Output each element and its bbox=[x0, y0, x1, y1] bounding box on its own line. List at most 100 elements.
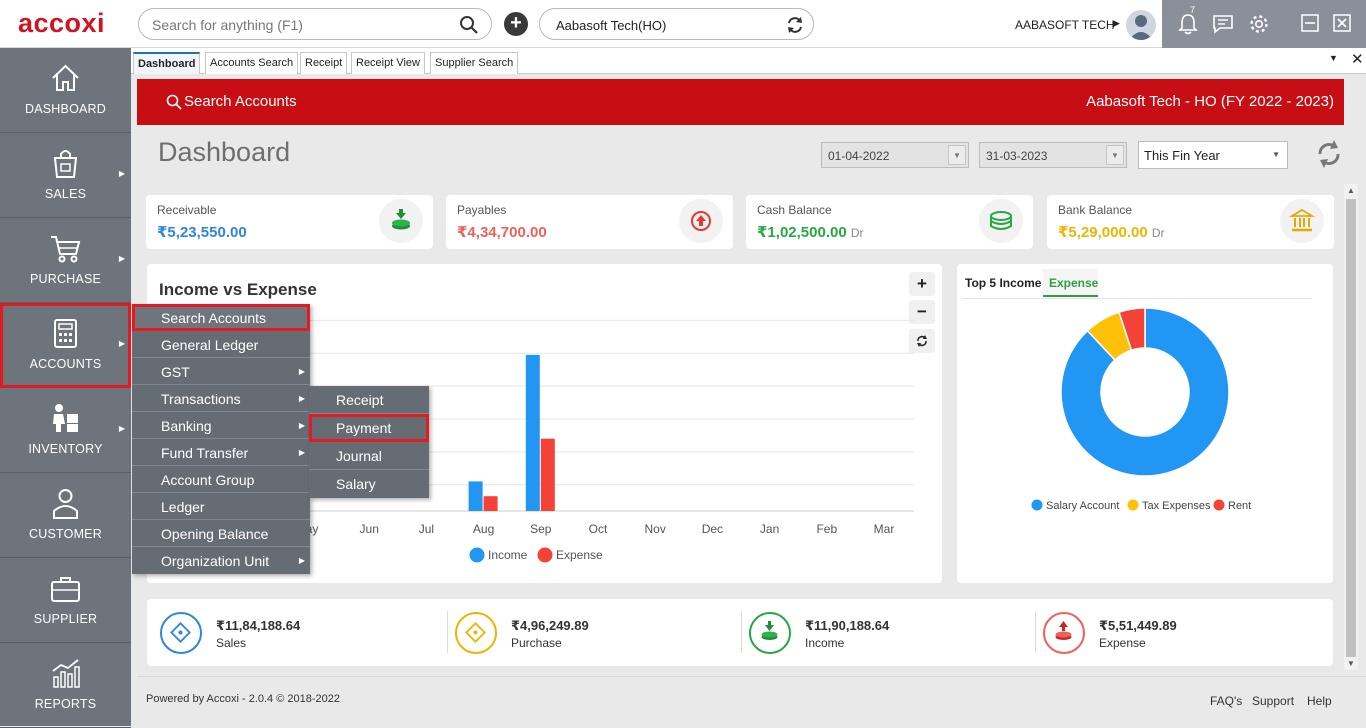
sidebar-item-purchase[interactable]: PURCHASE ▶ bbox=[0, 218, 131, 303]
scroll-up-icon[interactable]: ▲ bbox=[1347, 186, 1355, 195]
close-window-icon[interactable] bbox=[1332, 13, 1352, 38]
legend-marker-salary-account[interactable] bbox=[1031, 499, 1043, 511]
legend-marker-income[interactable] bbox=[469, 547, 485, 563]
global-search-input[interactable]: Search for anything (F1) bbox=[138, 8, 492, 40]
scroll-down-icon[interactable]: ▼ bbox=[1347, 659, 1355, 668]
faq-link[interactable]: FAQ's bbox=[1210, 694, 1243, 708]
support-link[interactable]: Support bbox=[1252, 694, 1295, 708]
add-new-button[interactable]: + bbox=[504, 12, 528, 36]
submenu-arrow-icon: ▶ bbox=[298, 394, 305, 403]
sidebar-item-customer[interactable]: CUSTOMER bbox=[0, 473, 131, 558]
x-tick-label: Oct bbox=[589, 522, 608, 536]
from-date-field[interactable]: 01-04-2022 ▼ bbox=[821, 142, 969, 168]
menu-item-gst[interactable]: GST ▶ bbox=[132, 358, 310, 385]
tab-expense[interactable]: Expense bbox=[1043, 269, 1098, 297]
menu-item-search-accounts[interactable]: Search Accounts bbox=[132, 304, 310, 331]
search-icon[interactable] bbox=[459, 15, 479, 40]
sidebar-item-supplier[interactable]: SUPPLIER bbox=[0, 558, 131, 643]
arrow-up-circle-icon bbox=[679, 199, 723, 243]
menu-item-general-ledger[interactable]: General Ledger bbox=[132, 331, 310, 358]
menu-item-fund-transfer[interactable]: Fund Transfer ▶ bbox=[132, 439, 310, 466]
donut-slice-salary-account[interactable] bbox=[1060, 307, 1230, 477]
customer-person-icon bbox=[53, 489, 78, 519]
sidebar-item-label: DASHBOARD bbox=[25, 102, 106, 116]
user-name[interactable]: AABASOFT TECH bbox=[1015, 18, 1115, 32]
receivable-card[interactable]: Receivable ₹5,23,550.00 bbox=[146, 195, 433, 249]
legend-marker-tax-expenses[interactable] bbox=[1127, 499, 1139, 511]
period-select[interactable]: This Fin Year ▼ bbox=[1138, 141, 1288, 169]
legend-label-salary-account[interactable]: Salary Account bbox=[1046, 500, 1119, 512]
tab-dashboard[interactable]: Dashboard bbox=[133, 52, 201, 74]
shopping-cart-icon bbox=[51, 236, 81, 263]
legend-label-tax-expenses[interactable]: Tax Expenses bbox=[1142, 500, 1211, 512]
tab-supplier-search[interactable]: Supplier Search bbox=[430, 52, 519, 74]
notification-bell-icon[interactable] bbox=[1178, 13, 1198, 40]
legend-marker-expense[interactable] bbox=[537, 547, 553, 563]
avatar[interactable] bbox=[1126, 10, 1156, 40]
legend-label-income[interactable]: Income bbox=[488, 548, 528, 562]
bank-balance-card[interactable]: Bank Balance ₹5,29,000.00 Dr bbox=[1047, 195, 1334, 249]
menu-item-receipt[interactable]: Receipt bbox=[309, 386, 429, 414]
bar-expense-sep[interactable] bbox=[540, 438, 555, 511]
sidebar-item-inventory[interactable]: INVENTORY ▶ bbox=[0, 388, 131, 473]
user-menu-caret-icon[interactable]: ▶ bbox=[1113, 18, 1120, 28]
sidebar-item-accounts[interactable]: ACCOUNTS ▶ bbox=[0, 303, 131, 388]
total-label: Income bbox=[805, 636, 845, 650]
card-value: ₹4,34,700.00 bbox=[457, 224, 547, 241]
briefcase-icon bbox=[51, 577, 80, 602]
expand-arrow-icon: ▶ bbox=[118, 339, 125, 348]
card-value: ₹5,29,000.00 Dr bbox=[1058, 224, 1165, 241]
menu-item-organization-unit[interactable]: Organization Unit ▶ bbox=[161, 553, 305, 569]
menu-item-payment[interactable]: Payment bbox=[309, 414, 429, 442]
close-tab-icon[interactable]: ✕ bbox=[1351, 51, 1364, 68]
to-date-field[interactable]: 31-03-2023 ▼ bbox=[979, 142, 1127, 168]
sidebar-item-sales[interactable]: SALES ▶ bbox=[0, 133, 131, 218]
bar-income-sep[interactable] bbox=[525, 354, 540, 511]
legend-label-rent[interactable]: Rent bbox=[1228, 500, 1251, 512]
tab-accounts-search[interactable]: Accounts Search bbox=[205, 52, 299, 74]
card-label: Payables bbox=[457, 203, 507, 217]
reset-zoom-button[interactable] bbox=[909, 329, 935, 353]
search-icon[interactable] bbox=[166, 94, 182, 115]
refresh-icon[interactable] bbox=[1315, 139, 1343, 174]
menu-item-ledger[interactable]: Ledger bbox=[132, 493, 310, 520]
bar-expense-aug[interactable] bbox=[483, 496, 498, 511]
sidebar-item-label: SUPPLIER bbox=[33, 612, 98, 626]
menu-item-salary[interactable]: Salary bbox=[336, 476, 376, 492]
income-coin-icon bbox=[749, 612, 791, 654]
zoom-in-button[interactable]: + bbox=[909, 272, 935, 296]
from-date-dropdown-icon[interactable]: ▼ bbox=[948, 145, 966, 165]
total-value: ₹4,96,249.89 bbox=[511, 618, 589, 633]
payables-card[interactable]: Payables ₹4,34,700.00 bbox=[446, 195, 733, 249]
scroll-thumb[interactable] bbox=[1346, 199, 1356, 657]
company-selector[interactable]: Aabasoft Tech(HO) bbox=[539, 8, 814, 40]
cash-balance-card[interactable]: Cash Balance ₹1,02,500.00 Dr bbox=[746, 195, 1033, 249]
legend-label-expense[interactable]: Expense bbox=[556, 548, 603, 562]
tab-list-dropdown-icon[interactable]: ▼ bbox=[1329, 53, 1338, 63]
content-scrollbar[interactable]: ▲ ▼ bbox=[1344, 184, 1358, 670]
settings-gear-icon[interactable] bbox=[1248, 13, 1270, 40]
minimize-window-icon[interactable] bbox=[1300, 13, 1320, 38]
tab-receipt-view[interactable]: Receipt View bbox=[351, 52, 425, 74]
submenu-arrow-icon: ▶ bbox=[298, 556, 305, 565]
app-logo[interactable]: accoxi bbox=[18, 8, 106, 38]
to-date-dropdown-icon[interactable]: ▼ bbox=[1106, 145, 1124, 165]
help-link[interactable]: Help bbox=[1307, 694, 1332, 708]
donut-slice-rent[interactable] bbox=[1118, 307, 1146, 352]
search-accounts-link[interactable]: Search Accounts bbox=[184, 93, 297, 110]
tab-receipt[interactable]: Receipt bbox=[300, 52, 348, 74]
bar-income-aug[interactable] bbox=[468, 481, 483, 511]
switch-company-icon[interactable] bbox=[785, 15, 805, 40]
message-icon[interactable] bbox=[1212, 13, 1234, 40]
menu-item-banking[interactable]: Banking ▶ bbox=[132, 412, 310, 439]
sidebar-item-dashboard[interactable]: DASHBOARD bbox=[0, 48, 131, 133]
sidebar-item-reports[interactable]: REPORTS bbox=[0, 643, 131, 728]
tab-top-5-income[interactable]: Top 5 Income bbox=[965, 276, 1042, 290]
menu-item-journal[interactable]: Journal bbox=[309, 442, 429, 470]
purchase-tag-icon bbox=[455, 612, 497, 654]
legend-marker-rent[interactable] bbox=[1213, 499, 1225, 511]
menu-item-account-group[interactable]: Account Group bbox=[132, 466, 310, 493]
menu-item-transactions[interactable]: Transactions ▶ bbox=[132, 385, 310, 412]
total-value: ₹5,51,449.89 bbox=[1099, 618, 1177, 633]
menu-item-opening-balance[interactable]: Opening Balance bbox=[132, 520, 310, 547]
